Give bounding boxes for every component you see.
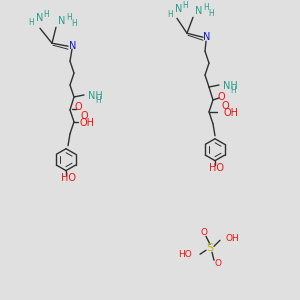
Text: N: N: [195, 6, 203, 16]
Text: H: H: [208, 9, 214, 18]
Text: HO: HO: [178, 250, 192, 259]
Text: H: H: [28, 18, 34, 27]
Text: H: H: [167, 10, 173, 19]
Text: N: N: [69, 41, 77, 51]
Text: O: O: [217, 92, 225, 102]
Text: H: H: [182, 1, 188, 10]
Text: O: O: [214, 259, 221, 268]
Text: O: O: [221, 101, 229, 111]
Text: O: O: [74, 102, 82, 112]
Text: O: O: [80, 111, 88, 121]
Text: NH: NH: [223, 81, 238, 91]
Text: H: H: [71, 19, 77, 28]
Text: S: S: [206, 243, 214, 253]
Text: HO: HO: [209, 163, 224, 172]
Text: NH: NH: [88, 91, 103, 101]
Text: H: H: [43, 10, 49, 19]
Text: H: H: [66, 13, 72, 22]
Text: OH: OH: [223, 108, 238, 118]
Text: N: N: [175, 4, 183, 14]
Text: N: N: [203, 32, 211, 42]
Text: N: N: [58, 16, 66, 26]
Text: H: H: [95, 96, 101, 105]
Text: OH: OH: [226, 234, 240, 243]
Text: O: O: [200, 228, 208, 237]
Text: H: H: [230, 86, 236, 95]
Text: OH: OH: [79, 118, 94, 128]
Text: N: N: [36, 13, 44, 23]
Text: H: H: [203, 3, 209, 12]
Text: HO: HO: [61, 172, 76, 183]
